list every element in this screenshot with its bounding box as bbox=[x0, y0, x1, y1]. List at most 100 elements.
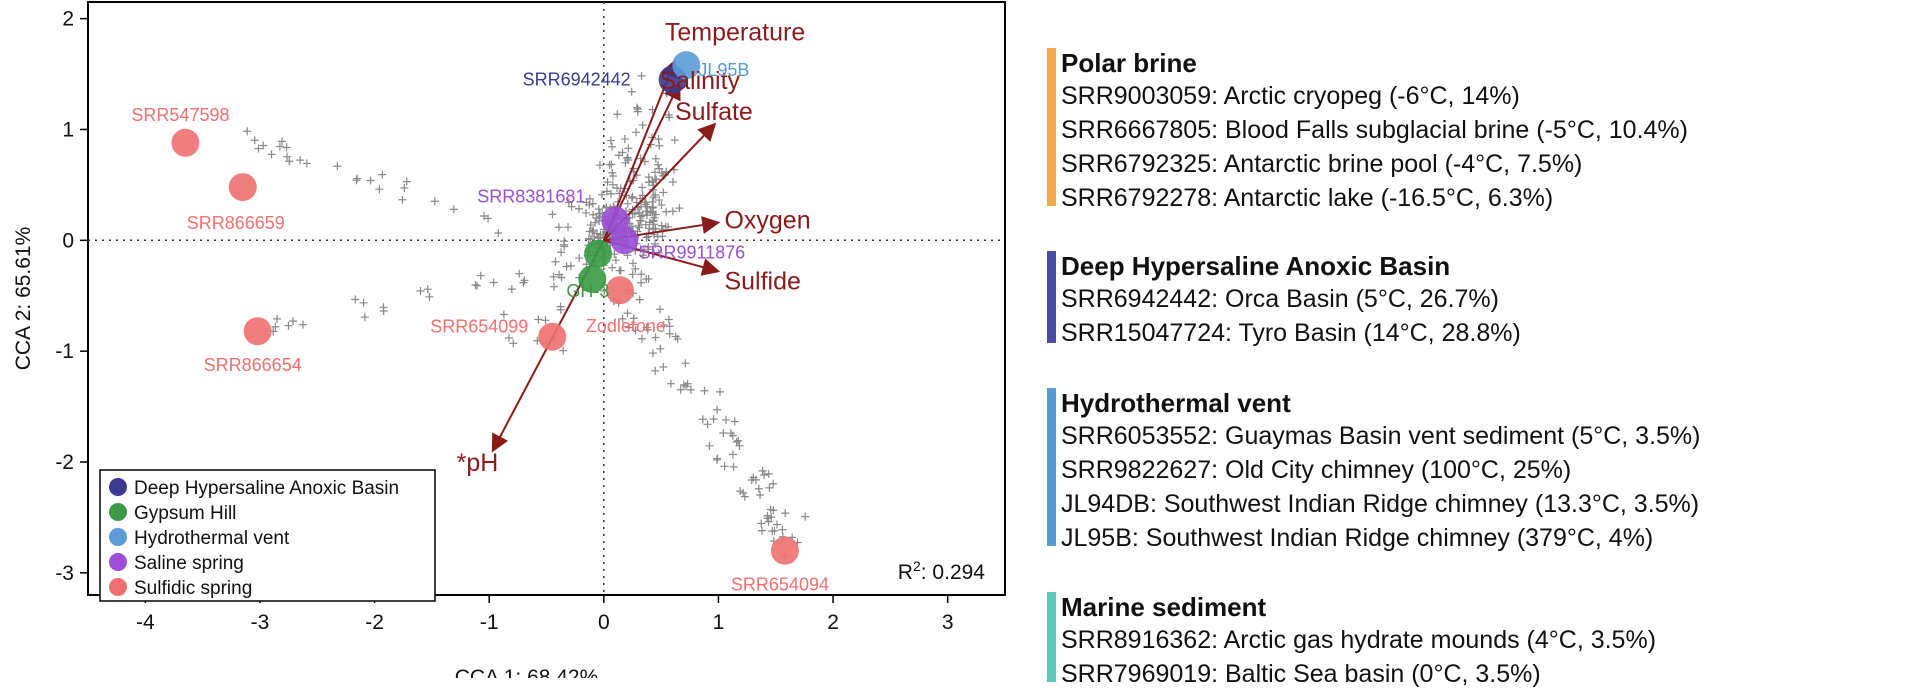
background-sample-marker bbox=[726, 429, 735, 438]
background-sample-marker bbox=[637, 202, 646, 211]
background-sample-marker bbox=[504, 333, 513, 342]
y-tick-label: -2 bbox=[55, 451, 74, 474]
background-sample-marker bbox=[639, 251, 648, 260]
background-sample-marker bbox=[494, 229, 503, 238]
background-sample-marker bbox=[661, 222, 670, 231]
background-sample-marker bbox=[611, 256, 620, 265]
background-sample-marker bbox=[656, 305, 665, 314]
background-sample-marker bbox=[734, 436, 743, 445]
group-item: SRR6792278: Antarctic lake (-16.5°C, 6.3… bbox=[1061, 184, 1554, 212]
background-sample-marker bbox=[602, 187, 611, 196]
background-sample-marker bbox=[612, 184, 621, 193]
background-sample-marker bbox=[588, 199, 597, 208]
background-sample-marker bbox=[635, 295, 644, 304]
background-sample-marker bbox=[624, 144, 633, 153]
background-sample-marker bbox=[608, 263, 617, 272]
background-sample-marker bbox=[637, 270, 646, 279]
group-item: JL94DB: Southwest Indian Ridge chimney (… bbox=[1061, 490, 1700, 518]
background-sample-marker bbox=[359, 298, 368, 307]
background-sample-marker bbox=[603, 178, 612, 187]
background-sample-marker bbox=[716, 387, 725, 396]
background-sample-marker bbox=[608, 180, 617, 189]
background-sample-marker bbox=[767, 513, 776, 522]
r-squared-label: R2: 0.294 bbox=[898, 558, 986, 584]
sample-point bbox=[538, 322, 567, 351]
legend-label: Saline spring bbox=[134, 553, 244, 574]
arrow-label: Oxygen bbox=[724, 207, 810, 235]
background-sample-marker bbox=[739, 488, 748, 497]
background-sample-marker bbox=[656, 344, 665, 353]
point-label: GH-3 bbox=[566, 281, 609, 301]
background-sample-marker bbox=[649, 193, 658, 202]
background-sample-marker bbox=[631, 264, 640, 273]
background-sample-marker bbox=[574, 204, 583, 213]
background-sample-marker bbox=[659, 188, 668, 197]
x-tick-label: 3 bbox=[942, 611, 954, 634]
background-sample-marker bbox=[651, 154, 660, 163]
legend-label: Hydrothermal vent bbox=[134, 528, 290, 549]
background-sample-marker bbox=[633, 103, 642, 112]
background-sample-marker bbox=[636, 212, 645, 221]
background-sample-marker bbox=[398, 195, 407, 204]
background-sample-marker bbox=[664, 315, 673, 324]
background-sample-marker bbox=[627, 193, 636, 202]
background-sample-marker bbox=[730, 417, 739, 426]
background-sample-marker bbox=[559, 346, 568, 355]
background-sample-marker bbox=[665, 322, 674, 331]
point-label: SRR866659 bbox=[187, 213, 285, 233]
background-sample-marker bbox=[585, 227, 594, 236]
background-sample-marker bbox=[366, 176, 375, 185]
background-sample-marker bbox=[659, 321, 668, 330]
point-label: JL95B bbox=[698, 60, 749, 80]
background-sample-marker bbox=[282, 143, 291, 152]
background-sample-marker bbox=[659, 362, 668, 371]
background-sample-marker bbox=[648, 177, 657, 186]
background-sample-marker bbox=[664, 111, 673, 120]
group-item: SRR7969019: Baltic Sea basin (0°C, 3.5%) bbox=[1061, 660, 1541, 688]
arrow-label: Salinity bbox=[659, 67, 740, 95]
background-sample-marker bbox=[637, 278, 646, 287]
background-sample-marker bbox=[285, 157, 294, 166]
background-sample-marker bbox=[375, 185, 384, 194]
background-sample-marker bbox=[679, 380, 688, 389]
background-sample-marker bbox=[713, 405, 722, 414]
background-sample-marker bbox=[584, 234, 593, 243]
sample-point bbox=[770, 536, 799, 565]
background-sample-marker bbox=[641, 200, 650, 209]
background-sample-marker bbox=[614, 151, 623, 160]
background-sample-marker bbox=[333, 162, 342, 171]
sample-point bbox=[171, 128, 200, 157]
background-sample-marker bbox=[648, 198, 657, 207]
background-sample-marker bbox=[646, 208, 655, 217]
background-sample-marker bbox=[670, 136, 679, 145]
background-sample-marker bbox=[668, 177, 677, 186]
background-sample-marker bbox=[515, 269, 524, 278]
x-tick-label: 1 bbox=[713, 611, 725, 634]
background-sample-marker bbox=[289, 317, 298, 326]
background-sample-marker bbox=[633, 105, 642, 114]
background-sample-marker bbox=[655, 164, 664, 173]
background-sample-marker bbox=[657, 201, 666, 210]
background-sample-marker bbox=[259, 141, 268, 150]
background-sample-marker bbox=[608, 142, 617, 151]
background-sample-marker bbox=[591, 218, 600, 227]
background-sample-marker bbox=[671, 332, 680, 341]
y-tick-label: -3 bbox=[55, 562, 74, 585]
x-tick-label: -3 bbox=[251, 611, 270, 634]
background-sample-marker bbox=[562, 262, 571, 271]
background-sample-marker bbox=[637, 71, 646, 80]
background-sample-marker bbox=[773, 520, 782, 529]
background-sample-marker bbox=[635, 208, 644, 217]
background-sample-marker bbox=[653, 232, 662, 241]
background-sample-marker bbox=[608, 168, 617, 177]
sample-point bbox=[605, 276, 634, 305]
legend-swatch bbox=[109, 528, 127, 546]
group-title: Hydrothermal vent bbox=[1061, 388, 1291, 418]
group-item: SRR9822627: Old City chimney (100°C, 25%… bbox=[1061, 456, 1572, 484]
background-sample-marker bbox=[379, 307, 388, 316]
group-polar-brine: Polar brine SRR9003059: Arctic cryopeg (… bbox=[1047, 48, 1907, 212]
background-sample-marker bbox=[720, 462, 729, 471]
background-sample-marker bbox=[760, 470, 769, 479]
background-sample-marker bbox=[606, 136, 615, 145]
group-title: Marine sediment bbox=[1061, 592, 1267, 622]
